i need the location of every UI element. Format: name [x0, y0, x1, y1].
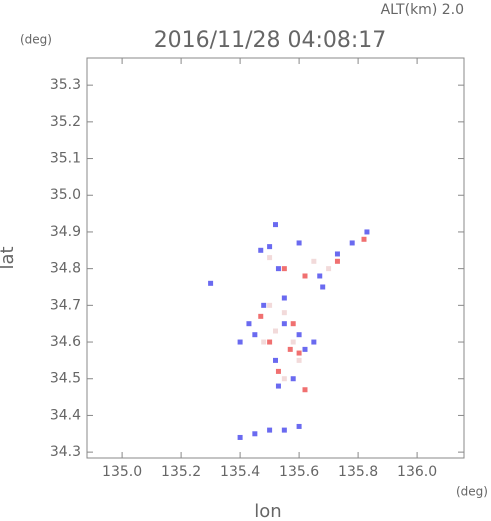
- echo-point: [281, 376, 287, 382]
- x-tick-label: 135.0: [102, 464, 142, 480]
- echo-point: [281, 427, 287, 433]
- x-tick-label: 135.6: [279, 464, 319, 480]
- echo-point: [273, 357, 278, 363]
- echo-point: [237, 339, 243, 345]
- echo-point: [281, 295, 287, 301]
- x-tick-label: 135.8: [338, 464, 378, 480]
- echo-point: [267, 427, 273, 433]
- echo-point: [296, 357, 302, 363]
- y-tick-label: 34.6: [50, 334, 81, 350]
- echo-point: [258, 247, 264, 253]
- echo-point: [267, 244, 273, 250]
- echo-point: [275, 266, 281, 272]
- echo-point: [302, 387, 308, 393]
- echo-point: [281, 321, 287, 327]
- y-tick-label: 34.5: [50, 371, 81, 387]
- y-tick-label: 34.9: [50, 224, 81, 240]
- echo-point: [296, 350, 302, 356]
- y-tick-label: 34.3: [50, 444, 81, 460]
- echo-point: [317, 273, 323, 279]
- y-tick-label: 34.7: [50, 297, 81, 313]
- echo-point: [290, 321, 296, 327]
- y-unit: (deg): [20, 33, 52, 47]
- echo-point: [311, 339, 317, 345]
- echo-point: [252, 431, 258, 437]
- chart-title: 2016/11/28 04:08:17: [154, 28, 387, 53]
- echo-point: [258, 313, 264, 319]
- echo-point: [320, 284, 326, 290]
- echo-point: [252, 332, 258, 338]
- echo-point: [273, 328, 278, 334]
- echo-point: [275, 368, 281, 374]
- echo-point: [302, 346, 308, 352]
- echo-point: [290, 339, 296, 345]
- x-tick-label: 135.2: [161, 464, 201, 480]
- y-tick-label: 35.1: [50, 151, 81, 167]
- x-unit: (deg): [456, 485, 488, 499]
- echo-point: [208, 280, 214, 286]
- x-tick-label: 135.4: [220, 464, 260, 480]
- echo-point: [267, 255, 273, 261]
- echo-point: [302, 273, 308, 279]
- y-axis-label: lat: [0, 246, 18, 269]
- echo-point: [296, 332, 302, 338]
- plot-frame: [86, 57, 465, 459]
- echo-point: [267, 339, 273, 345]
- echo-point: [287, 346, 293, 352]
- echo-point: [237, 434, 243, 440]
- subtitle: ALT(km) 2.0: [381, 2, 464, 18]
- y-tick-label: 34.4: [50, 407, 81, 423]
- echo-point: [326, 266, 332, 272]
- echo-point: [296, 423, 302, 429]
- echo-point: [246, 321, 252, 327]
- echo-point: [364, 229, 370, 235]
- x-axis-label: lon: [254, 501, 281, 521]
- y-tick-label: 35.2: [50, 114, 81, 130]
- echo-point: [267, 302, 273, 308]
- echo-point: [361, 236, 367, 242]
- echo-point: [290, 376, 296, 382]
- echo-point: [273, 222, 278, 228]
- x-tick-label: 136.0: [397, 464, 437, 480]
- echo-point: [296, 240, 302, 246]
- echo-point: [275, 383, 281, 389]
- y-tick-label: 34.8: [50, 261, 81, 277]
- y-tick-label: 35.3: [50, 77, 81, 93]
- echo-point: [281, 310, 287, 316]
- y-tick-label: 35.0: [50, 187, 81, 203]
- echo-point: [334, 258, 340, 264]
- echo-point: [334, 251, 340, 257]
- echo-point: [281, 266, 287, 272]
- echo-point: [311, 258, 317, 264]
- echo-point: [261, 339, 267, 345]
- echo-point: [349, 240, 355, 246]
- echo-point: [261, 302, 267, 308]
